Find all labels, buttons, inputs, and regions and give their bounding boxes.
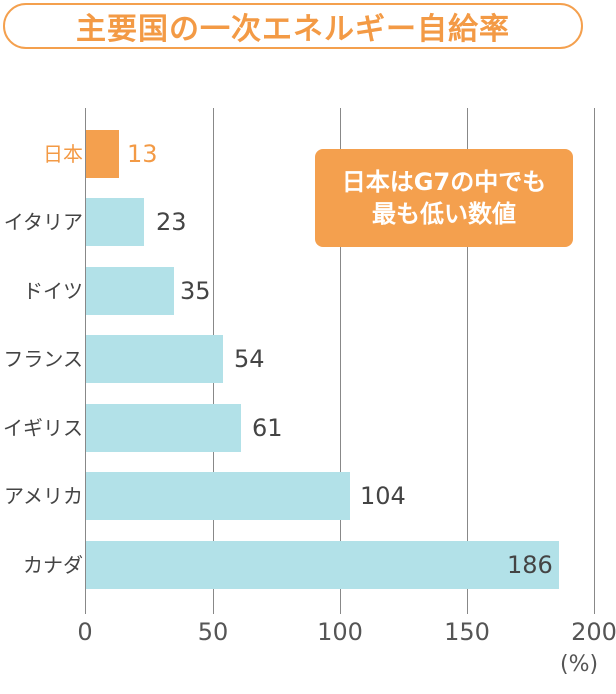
category-label-france: フランス [3,347,83,371]
x-axis-unit: (%) [560,652,599,677]
category-label-canada: カナダ [23,553,83,577]
value-label-italy: 23 [156,208,187,236]
x-tick-150: 150 [444,618,490,646]
gridline-200 [594,108,595,614]
category-label-japan: 日本 [43,142,83,166]
chart-title-box: 主要国の一次エネルギー自給率 [3,3,583,49]
value-label-uk: 61 [252,414,283,442]
bar-france [86,335,223,383]
value-label-usa: 104 [360,482,406,510]
category-label-uk: イギリス [3,416,83,440]
x-tick-200: 200 [571,618,616,646]
gridline-100 [340,108,341,614]
value-label-japan: 13 [127,140,158,168]
chart-title: 主要国の一次エネルギー自給率 [76,12,510,47]
value-label-france: 54 [234,345,265,373]
gridline-0 [85,108,86,614]
category-label-italy: イタリア [3,210,83,234]
bar-japan [86,130,119,178]
bar-canada [86,541,559,589]
bar-usa [86,472,350,520]
x-tick-0: 0 [77,618,93,646]
x-tick-100: 100 [317,618,363,646]
category-label-germany: ドイツ [23,279,83,303]
value-label-canada: 186 [507,551,553,579]
bar-italy [86,198,144,246]
annotation-callout: 日本はG7の中でも 最も低い数値 [315,149,573,247]
category-label-usa: アメリカ [4,484,83,508]
callout-line-2: 最も低い数値 [372,200,516,228]
gridline-150 [467,108,468,614]
bar-germany [86,267,174,315]
bar-uk [86,404,241,452]
value-label-germany: 35 [180,277,211,305]
x-tick-50: 50 [197,618,229,646]
callout-line-1: 日本はG7の中でも [341,168,547,196]
